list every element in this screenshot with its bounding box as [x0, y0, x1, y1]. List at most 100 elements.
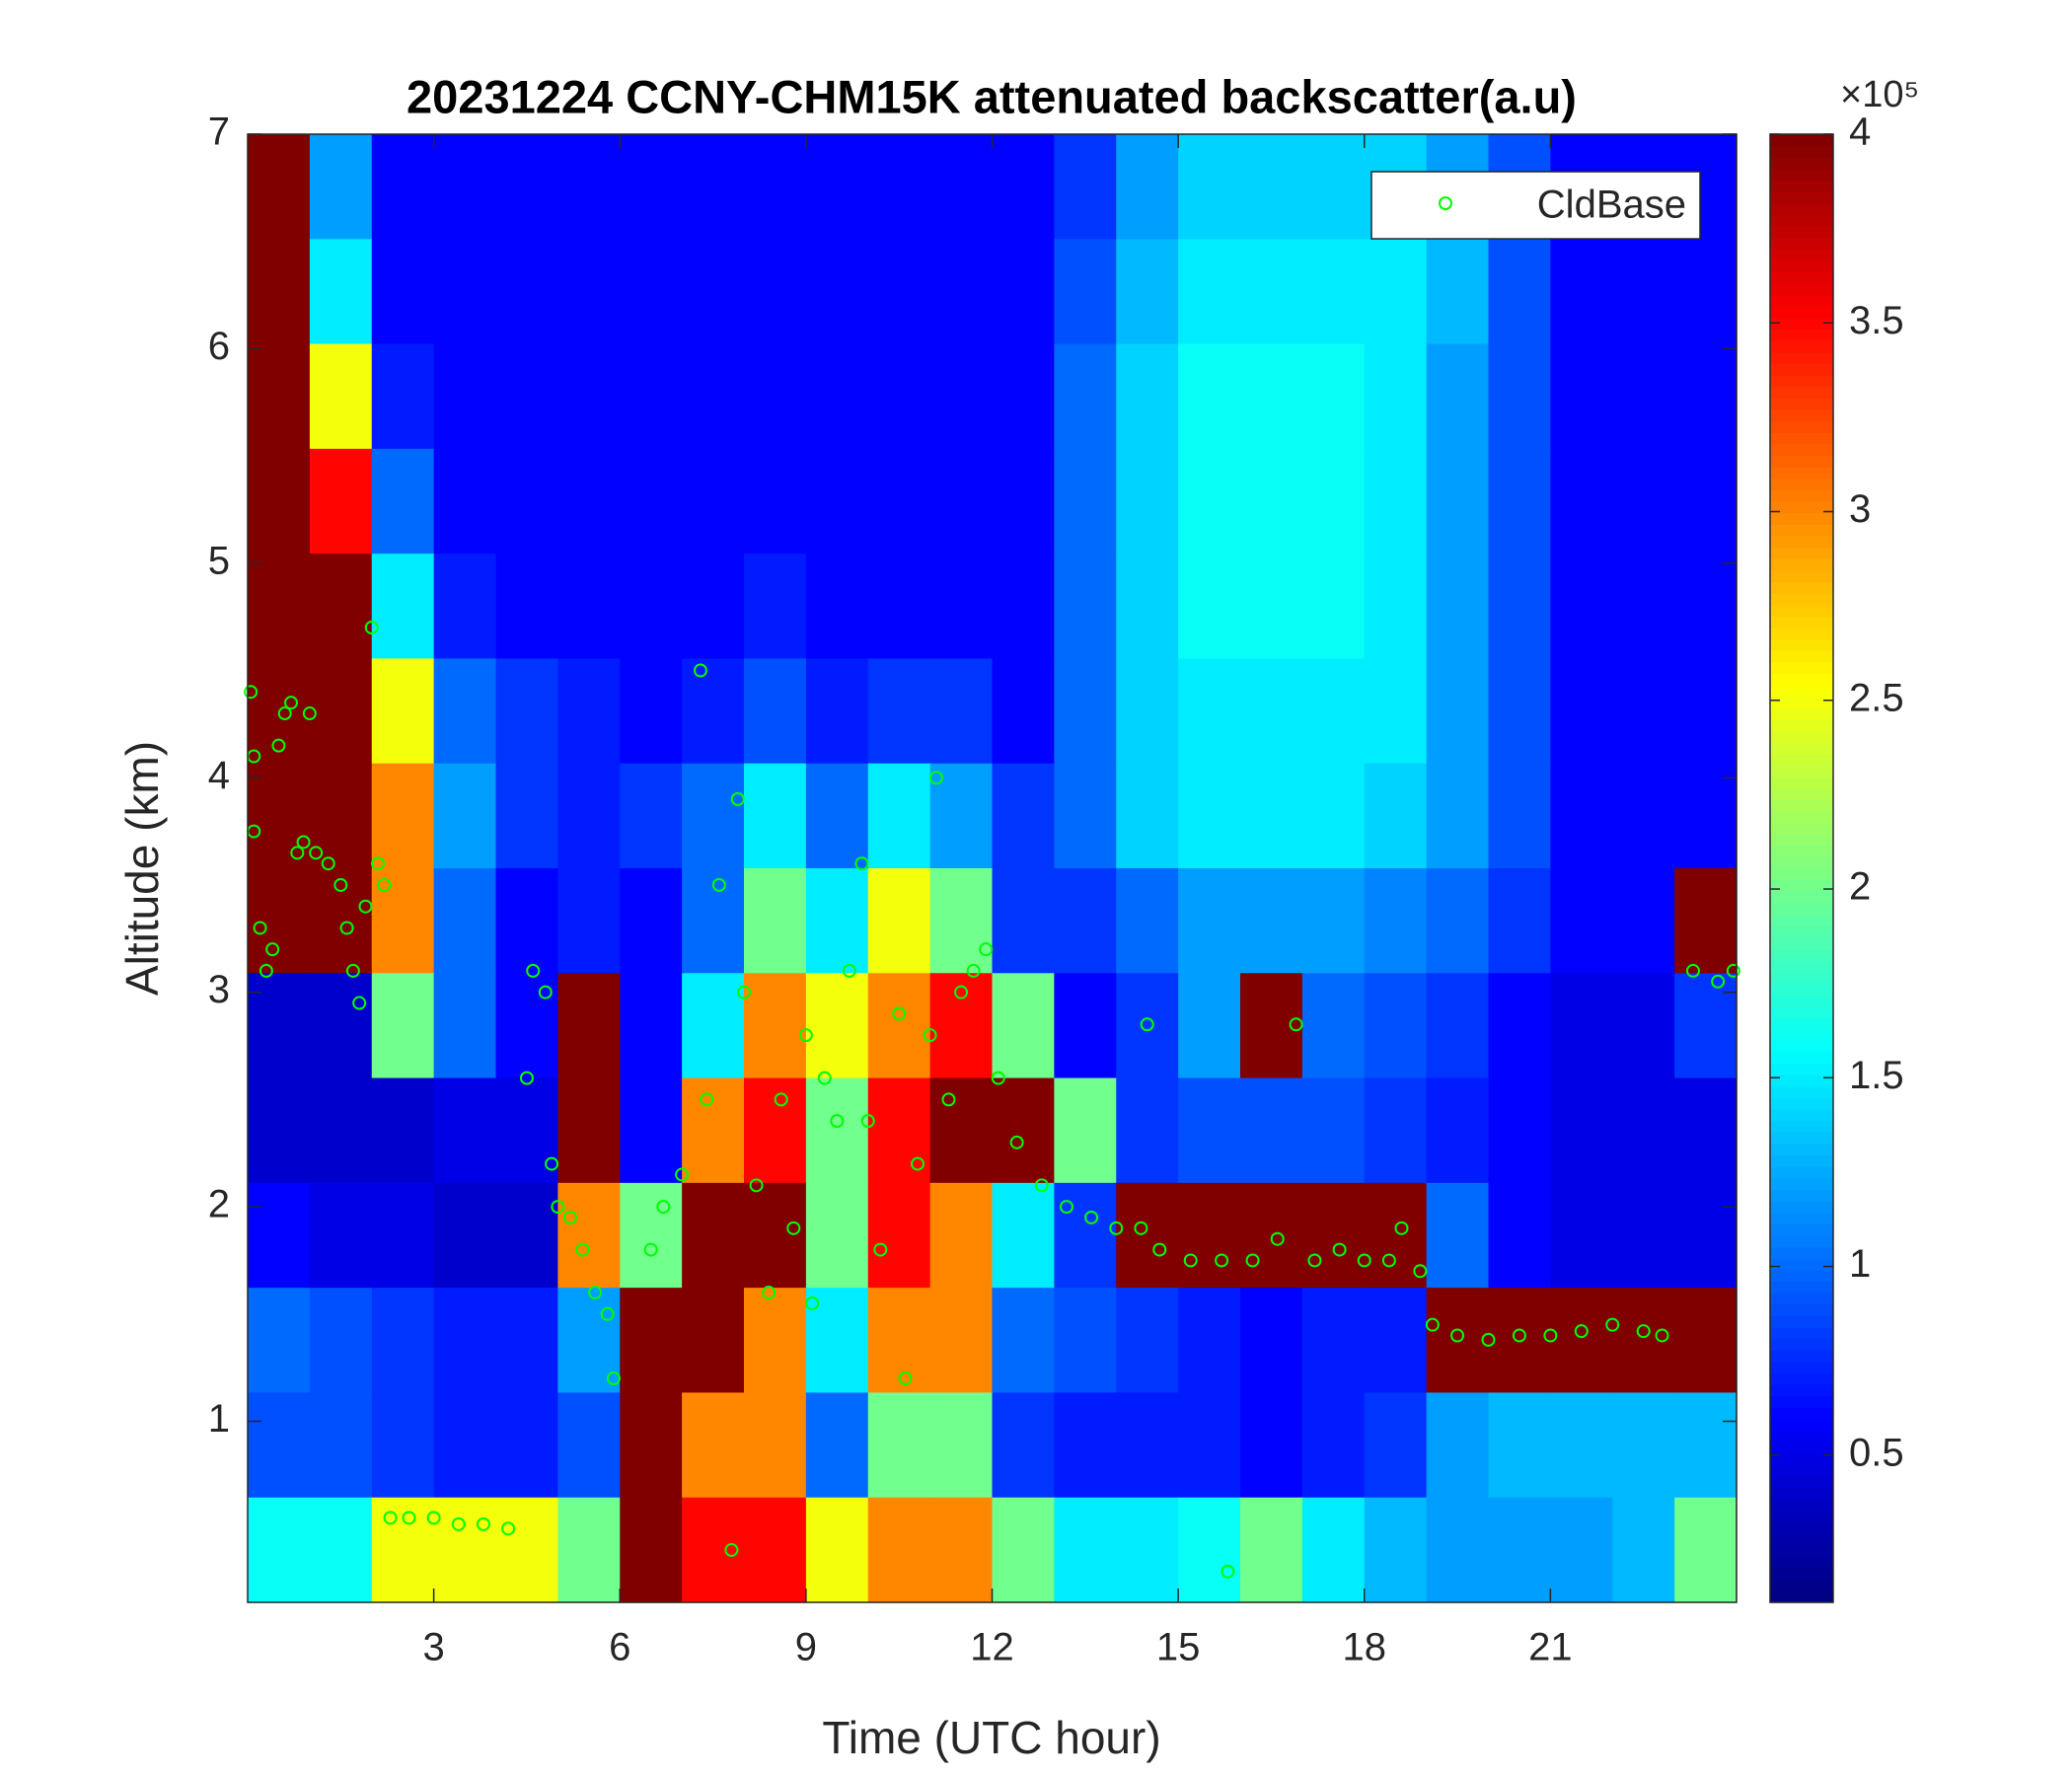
heatmap-cell [495, 763, 558, 869]
colorbar-step [1770, 914, 1833, 926]
heatmap-cell [1178, 1288, 1241, 1394]
cloud-base-point [1605, 1317, 1620, 1332]
heatmap-cell [929, 134, 994, 240]
heatmap-cell [433, 343, 497, 450]
colorbar-step [1770, 1281, 1833, 1294]
colorbar-step [1770, 1097, 1833, 1110]
cloud-base-point [377, 877, 392, 892]
colorbar-step [1770, 145, 1833, 158]
heatmap-cell [309, 239, 373, 345]
colorbar-step [1770, 1109, 1833, 1122]
x-axis-label: Time (UTC hour) [822, 1712, 1160, 1763]
y-tick-label: 6 [208, 325, 230, 368]
heatmap-cell [1178, 1497, 1241, 1603]
cloud-base-point [805, 1295, 820, 1310]
heatmap-cell [1550, 868, 1613, 974]
cloud-base-point [700, 1092, 714, 1107]
heatmap-cell [371, 239, 435, 345]
cloud-base-point [1270, 1231, 1285, 1246]
cloud-base-point [321, 856, 335, 871]
heatmap-cell [1426, 1392, 1490, 1499]
cloud-base-point [737, 985, 751, 999]
heatmap-cell [1488, 973, 1551, 1079]
heatmap-cell [557, 868, 621, 974]
colorbar-step [1770, 856, 1833, 869]
heatmap-cell [1301, 134, 1366, 240]
heatmap-cell [1240, 763, 1303, 869]
cloud-base-point [724, 1542, 739, 1557]
colorbar-step [1770, 777, 1833, 789]
legend: CldBase [1370, 171, 1701, 240]
heatmap-cell [1301, 239, 1366, 345]
heatmap-cell [248, 448, 311, 555]
heatmap-cell [1240, 1392, 1303, 1499]
heatmap-cell [620, 1077, 683, 1184]
colorbar-step [1770, 226, 1833, 239]
cloud-base-point [562, 1210, 577, 1224]
heatmap-cell [1240, 1077, 1303, 1184]
heatmap-cell [1116, 1077, 1179, 1184]
heatmap-cell [1240, 868, 1303, 974]
cloud-base-point [749, 1178, 764, 1193]
heatmap-cell [867, 973, 931, 1079]
heatmap-cell [929, 343, 994, 450]
heatmap-cell [371, 658, 435, 765]
heatmap-cell [805, 343, 869, 450]
heatmap-cell [309, 1182, 373, 1289]
heatmap-cell [1674, 658, 1738, 765]
heatmap-cell [371, 1182, 435, 1289]
heatmap-cell [1240, 1288, 1303, 1394]
heatmap-cell [682, 973, 745, 1079]
cloud-base-point [284, 696, 299, 710]
colorbar-step [1770, 718, 1833, 732]
heatmap-cell [1240, 1497, 1303, 1603]
heatmap-cell [371, 868, 435, 974]
heatmap-cell [1116, 1497, 1179, 1603]
heatmap-cell [805, 763, 869, 869]
cloud-base-point [1009, 1135, 1024, 1149]
heatmap-cell [1364, 1497, 1428, 1603]
heatmap-cell [620, 239, 683, 345]
heatmap-cell [1240, 343, 1303, 450]
colorbar-step [1770, 1017, 1833, 1030]
heatmap-cell [620, 1288, 683, 1394]
x-tick-label: 21 [1528, 1626, 1573, 1669]
heatmap-cell [1240, 239, 1303, 345]
heatmap-cell [248, 1497, 311, 1603]
cloud-base-point [1685, 963, 1700, 978]
heatmap-cell [1178, 763, 1241, 869]
heatmap-cell [495, 239, 558, 345]
heatmap-cell [929, 763, 994, 869]
cloud-base-point [1109, 1221, 1124, 1235]
heatmap-cell [371, 134, 435, 240]
heatmap-cell [867, 1392, 931, 1499]
heatmap-cell [682, 1392, 745, 1499]
heatmap-cell [1674, 1392, 1738, 1499]
heatmap-cell [1116, 658, 1179, 765]
colorbar-step [1770, 730, 1833, 743]
heatmap-cell [371, 1497, 435, 1603]
heatmap-cell [867, 239, 931, 345]
colorbar-frame [1769, 133, 1834, 1603]
heatmap-cell [495, 1182, 558, 1289]
heatmap-cell [1178, 868, 1241, 974]
cloud-base-point [1711, 974, 1726, 989]
cloud-base-point [966, 963, 981, 978]
heatmap-cell [1116, 554, 1179, 660]
heatmap-cell [1674, 1182, 1738, 1289]
heatmap-cell [1364, 1392, 1428, 1499]
heatmap-cell [433, 1497, 497, 1603]
heatmap-cell [557, 1077, 621, 1184]
colorbar-step [1770, 925, 1833, 938]
y-axis-label: Altitude (km) [116, 741, 168, 996]
heatmap-cell [1550, 763, 1613, 869]
colorbar-step [1770, 1384, 1833, 1397]
colorbar-step [1770, 650, 1833, 663]
heatmap-cell [992, 239, 1055, 345]
heatmap-cell [371, 554, 435, 660]
colorbar [1770, 134, 1833, 1603]
heatmap-cell [1178, 239, 1241, 345]
colorbar-step [1770, 845, 1833, 857]
cloud-base-point [675, 1167, 690, 1182]
